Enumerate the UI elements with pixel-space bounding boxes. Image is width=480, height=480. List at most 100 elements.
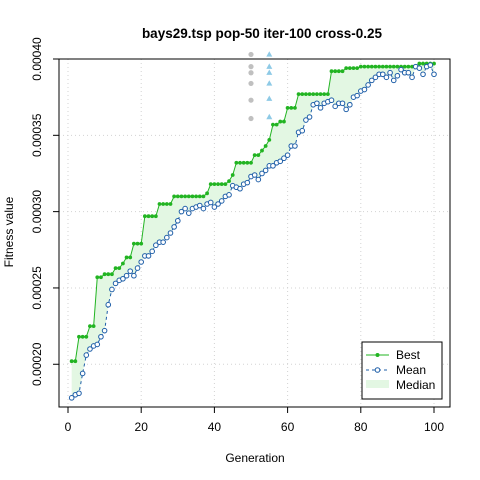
y-tick-label: 0.00020	[30, 342, 44, 386]
best-point	[388, 64, 392, 69]
best-point	[282, 119, 286, 124]
best-point	[157, 202, 162, 206]
best-point	[227, 179, 231, 184]
x-axis: 0 20 40 60 80 100	[65, 407, 444, 434]
mean-point	[112, 280, 119, 287]
best-point	[311, 92, 316, 97]
best-point	[131, 241, 136, 246]
best-line	[71, 63, 434, 362]
mean-point	[171, 224, 177, 230]
mean-point	[211, 204, 218, 210]
mean-point	[120, 275, 126, 282]
best-point	[355, 66, 360, 71]
best-point	[230, 173, 235, 177]
mean-point	[387, 69, 393, 76]
best-point	[117, 266, 122, 271]
best-point	[238, 160, 242, 165]
x-tick-label: 60	[281, 420, 295, 434]
best-point	[362, 64, 367, 69]
distribution-blue-point	[266, 63, 273, 69]
best-point	[186, 194, 191, 199]
best-point	[347, 66, 352, 71]
mean-point	[262, 167, 269, 174]
best-point	[307, 92, 312, 97]
mean-point	[207, 199, 214, 206]
mean-point	[98, 333, 104, 340]
mean-point	[153, 242, 159, 249]
distribution-markers	[248, 51, 273, 122]
best-point	[142, 214, 147, 219]
best-point	[304, 92, 308, 97]
best-point	[293, 105, 297, 110]
best-point	[336, 69, 341, 74]
distribution-gray-point	[248, 115, 254, 122]
best-point	[241, 160, 246, 165]
mean-point	[420, 71, 426, 78]
mean-point	[105, 301, 112, 308]
best-point	[124, 255, 129, 260]
mean-point	[270, 163, 276, 169]
distribution-gray-point	[248, 51, 254, 58]
mean-point	[427, 62, 434, 68]
mean-point	[134, 265, 141, 271]
x-tick-label: 0	[65, 420, 72, 434]
median-band	[71, 63, 434, 398]
legend-median-label: Median	[396, 378, 435, 392]
mean-point	[87, 346, 93, 352]
best-point	[172, 194, 177, 199]
mean-point	[343, 106, 349, 113]
mean-point	[292, 143, 298, 149]
mean-point	[284, 152, 291, 158]
mean-point	[244, 179, 251, 186]
y-tick-label: 0.00030	[30, 190, 44, 234]
best-point	[380, 64, 385, 69]
mean-point	[416, 65, 423, 71]
distribution-blue-point	[266, 113, 273, 120]
distribution-blue-point	[266, 80, 273, 86]
x-tick-label: 20	[135, 420, 149, 434]
mean-point	[237, 185, 243, 192]
mean-point	[255, 176, 262, 183]
mean-point	[409, 74, 415, 81]
best-point	[358, 64, 363, 69]
best-point	[91, 324, 96, 329]
best-point	[278, 119, 283, 124]
best-point	[366, 64, 371, 69]
best-point	[234, 160, 239, 165]
mean-series	[68, 62, 437, 401]
best-point	[110, 272, 114, 277]
best-point	[285, 105, 290, 110]
mean-point	[68, 395, 75, 401]
mean-point	[332, 103, 338, 110]
mean-point	[339, 100, 346, 107]
mean-point	[361, 86, 368, 93]
best-point	[402, 64, 407, 69]
mean-point	[431, 71, 437, 78]
best-point	[102, 272, 107, 277]
mean-point	[368, 77, 375, 84]
best-point	[373, 64, 378, 69]
best-point	[421, 61, 425, 66]
mean-point	[372, 74, 379, 81]
best-point	[84, 334, 89, 339]
best-point	[95, 275, 100, 280]
mean-point	[185, 210, 192, 216]
best-point	[146, 214, 151, 219]
best-point	[175, 194, 180, 199]
distribution-gray-point	[248, 70, 254, 76]
x-tick-label: 40	[208, 420, 222, 434]
mean-point	[251, 172, 258, 178]
best-point	[256, 153, 261, 158]
mean-point	[127, 268, 134, 274]
best-point	[216, 182, 220, 187]
mean-point	[398, 66, 404, 73]
best-point	[314, 92, 319, 97]
mean-point	[379, 71, 386, 78]
best-point	[201, 194, 206, 199]
distribution-blue-point	[266, 95, 273, 101]
mean-point	[218, 198, 225, 204]
mean-point	[196, 202, 203, 209]
best-point	[161, 202, 166, 206]
plot-frame	[58, 58, 451, 408]
best-point	[205, 191, 209, 196]
